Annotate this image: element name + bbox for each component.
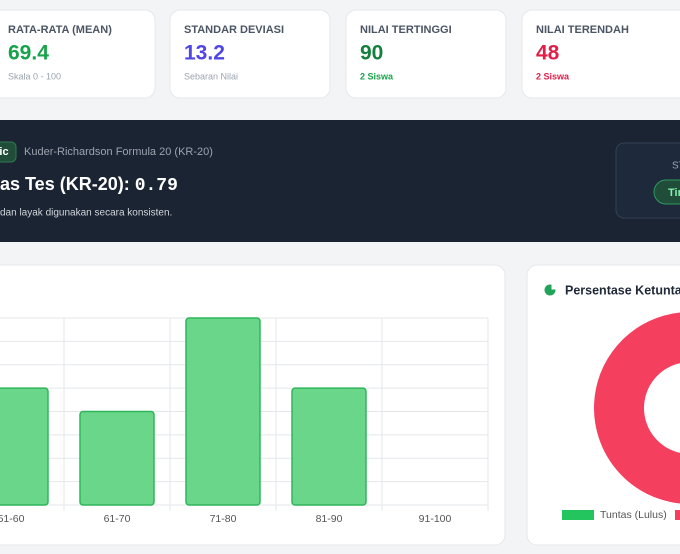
- stat-value: 69.4: [8, 42, 49, 65]
- badge: [0, 141, 17, 163]
- stat-card: [345, 9, 507, 99]
- stat-card: [0, 9, 156, 99]
- donut-slice: [592, 310, 680, 506]
- bar: [291, 387, 367, 506]
- legend-label: Tuntas (Lulus): [600, 509, 667, 521]
- stat-value: 48: [536, 42, 560, 65]
- stat-value: 90: [360, 42, 383, 65]
- status-label: ST: [672, 161, 680, 172]
- stat-note: 2 Siswa: [360, 71, 394, 81]
- banner-note: dan layak digunakan secara konsisten.: [0, 208, 172, 219]
- score: 0.79: [135, 176, 178, 196]
- pie-icon-cut: [551, 284, 557, 290]
- legend-swatch: [562, 510, 594, 520]
- status-pill: [653, 179, 680, 205]
- stat-label: NILAI TERENDAH: [536, 24, 629, 36]
- stat-value: 13.2: [184, 42, 225, 65]
- banner-subtitle: Kuder-Richardson Formula 20 (KR-20): [24, 146, 213, 158]
- heading-text: as Tes (KR-20):: [0, 174, 135, 194]
- badge-text: ic: [0, 146, 9, 158]
- stat-card: [521, 9, 680, 99]
- pie-title: Persentase Ketunta: [565, 283, 680, 297]
- bar: [79, 410, 155, 506]
- legend-swatch: [675, 510, 680, 520]
- bar: [185, 317, 261, 506]
- reliability-banner: [0, 120, 680, 242]
- stat-note: 2 Siswa: [536, 71, 570, 81]
- x-tick-label: 81-90: [316, 513, 343, 525]
- status-text: Tin: [668, 187, 680, 199]
- x-tick-label: 91-100: [419, 513, 452, 525]
- stat-label: STANDAR DEVIASI: [184, 24, 284, 36]
- stat-card: [169, 9, 331, 99]
- stat-label: RATA-RATA (MEAN): [8, 24, 112, 36]
- x-tick-label: 51-60: [0, 513, 25, 525]
- stat-note: Sebaran Nilai: [184, 71, 238, 81]
- stat-label: NILAI TERTINGGI: [360, 24, 452, 36]
- bar: [0, 387, 49, 506]
- stat-note: Skala 0 - 100: [8, 71, 61, 81]
- x-tick-label: 61-70: [104, 513, 131, 525]
- x-tick-label: 71-80: [210, 513, 237, 525]
- banner-heading: as Tes (KR-20): 0.79: [0, 174, 178, 196]
